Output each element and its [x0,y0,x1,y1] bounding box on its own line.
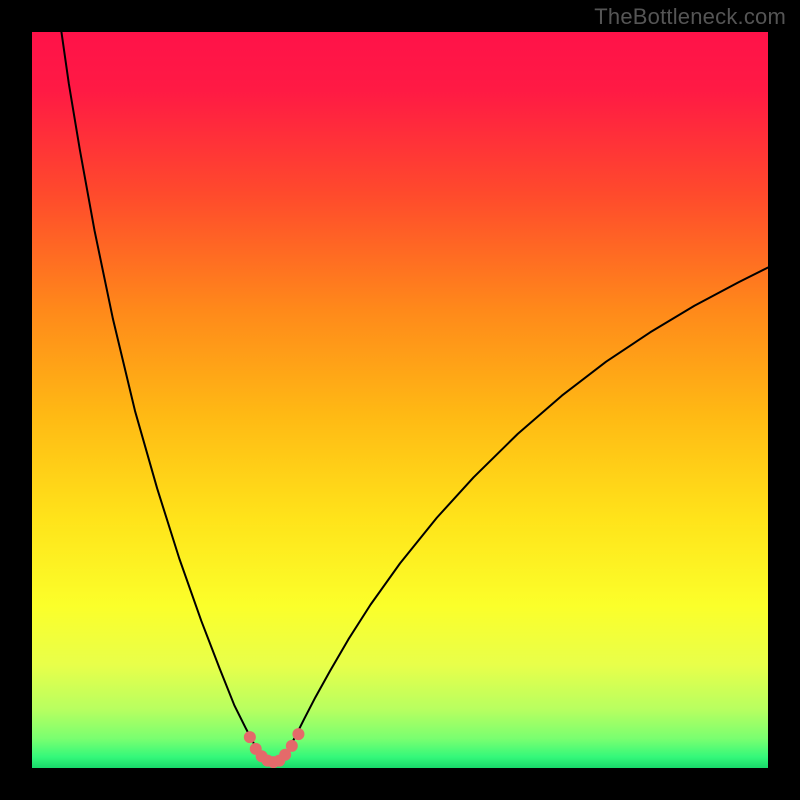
passband-marker-group [244,728,305,768]
passband-marker [244,731,256,743]
bottleneck-curve [61,32,768,764]
curve-layer [32,32,768,768]
passband-marker [292,728,304,740]
plot-area [32,32,768,768]
passband-marker [286,740,298,752]
watermark-text: TheBottleneck.com [594,4,786,30]
figure-canvas: TheBottleneck.com [0,0,800,800]
